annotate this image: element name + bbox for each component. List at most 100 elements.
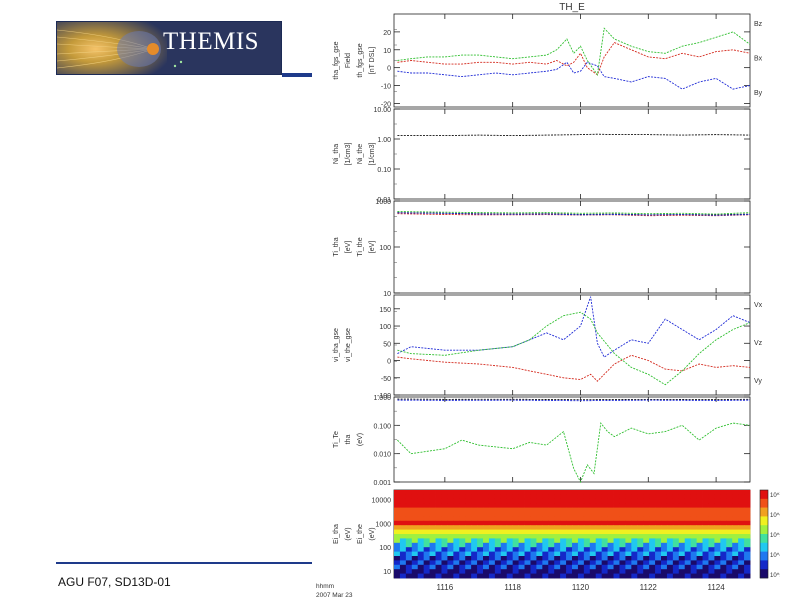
spectrogram-cell xyxy=(518,503,525,508)
spectrogram-cell xyxy=(399,520,407,526)
spectrogram-cell xyxy=(423,529,430,535)
spectrogram-cell xyxy=(583,538,591,544)
spectrogram-cell xyxy=(488,538,496,544)
spectrogram-cell xyxy=(708,560,715,566)
spectrogram-cell xyxy=(666,503,674,508)
spectrogram-cell xyxy=(714,494,721,500)
spectrogram-cell xyxy=(672,551,680,557)
spectrogram-cell xyxy=(625,525,632,530)
spectrogram-cell xyxy=(566,542,573,548)
spectrogram-cell xyxy=(589,573,597,579)
spectrogram-cell xyxy=(488,560,496,566)
spectrogram-cell xyxy=(524,520,531,526)
spectrogram-cell xyxy=(696,494,703,500)
spectrogram-cell xyxy=(696,507,703,513)
spectrogram-cell xyxy=(566,520,573,526)
spectrogram-cell xyxy=(732,490,739,495)
spectrogram-cell xyxy=(405,498,413,504)
spectrogram-cell xyxy=(601,534,608,539)
spectrogram-cell xyxy=(714,516,721,522)
spectrogram-cell xyxy=(625,538,632,544)
spectrogram-cell xyxy=(548,564,555,570)
spectrogram-cell xyxy=(453,498,460,504)
spectrogram-cell xyxy=(411,547,419,552)
spectrogram-cell xyxy=(435,538,442,544)
colorbar-segment xyxy=(760,560,768,570)
spectrogram-cell xyxy=(744,503,751,508)
spectrogram-cell xyxy=(607,534,614,539)
spectrogram-cell xyxy=(524,516,531,522)
spectrogram-cell xyxy=(572,547,579,552)
spectrogram-cell xyxy=(589,498,597,504)
spectrogram-cell xyxy=(429,516,436,522)
spectrogram-cell xyxy=(738,542,745,548)
spectrogram-cell xyxy=(423,551,430,557)
series-line-beta xyxy=(397,398,751,401)
spectrogram-cell xyxy=(560,503,567,508)
spectrogram-cell xyxy=(494,560,502,566)
spectrogram-cell xyxy=(488,529,496,535)
spectrogram-cell xyxy=(702,560,709,566)
spectrogram-cell xyxy=(542,534,549,539)
spectrogram-cell xyxy=(649,503,656,508)
chart-title: TH_E xyxy=(559,2,585,13)
spectrogram-cell xyxy=(666,573,674,579)
spectrogram-cell xyxy=(655,538,662,544)
spectrogram-cell xyxy=(530,520,537,526)
spectrogram-cell xyxy=(548,520,555,526)
colorbar-segment xyxy=(760,569,768,579)
colorbar-tick-label: 10^7 xyxy=(770,493,780,499)
spectrogram-cell xyxy=(506,573,514,579)
spectrogram-cell xyxy=(465,529,472,535)
spectrogram-cell xyxy=(483,573,490,579)
spectrogram-cell xyxy=(684,507,692,513)
spectrogram-cell xyxy=(684,534,692,539)
colorbar-segment xyxy=(760,498,768,508)
series-line-beta xyxy=(397,421,751,484)
x-tick-label: 1118 xyxy=(504,583,521,592)
spectrogram-cell xyxy=(744,542,751,548)
spectrogram-cell xyxy=(714,564,721,570)
spectrogram-cell xyxy=(411,560,419,566)
spectrogram-cell xyxy=(536,490,543,495)
spectrogram-cell xyxy=(447,490,454,495)
spectrogram-cell xyxy=(625,551,632,557)
spectrogram-cell xyxy=(655,542,662,548)
spectrogram-cell xyxy=(726,503,733,508)
spectrogram-cell xyxy=(655,520,662,526)
spectrogram-cell xyxy=(714,556,721,561)
spectrogram-cell xyxy=(411,529,419,535)
spectrogram-cell xyxy=(631,569,638,574)
spectrogram-cell xyxy=(554,534,561,539)
spectrogram-cell xyxy=(554,573,561,579)
spectrogram-cell xyxy=(411,564,419,570)
spectrogram-cell xyxy=(595,498,603,504)
spectrogram-cell xyxy=(488,498,496,504)
spectrogram-cell xyxy=(684,560,692,566)
spectrogram-cell xyxy=(494,569,502,574)
spectrogram-cell xyxy=(512,573,519,579)
spectrogram-cell xyxy=(619,564,626,570)
spectrogram-cell xyxy=(738,507,745,513)
spectrogram-cell xyxy=(738,560,745,566)
spectrogram-cell xyxy=(619,529,626,535)
spectrogram-cell xyxy=(429,503,436,508)
spectrogram-cell xyxy=(601,490,608,495)
magnetosphere-graphic xyxy=(57,22,281,74)
spectrogram-cell xyxy=(536,569,543,574)
spectrogram-cell xyxy=(399,525,407,530)
spectrogram-cell xyxy=(643,538,650,544)
spectrogram-cell xyxy=(637,547,644,552)
panel-frame-density xyxy=(393,108,751,200)
x-tick-label: 1122 xyxy=(640,583,658,592)
spectrogram-cell xyxy=(518,525,525,530)
spectrogram-cell xyxy=(512,516,519,522)
spectrogram-cell xyxy=(542,512,549,517)
spectrogram-cell xyxy=(465,534,472,539)
logo-title: THEMIS xyxy=(163,28,260,55)
spectrogram-cell xyxy=(732,498,739,504)
spectrogram-cell xyxy=(708,534,715,539)
spectrogram-cell xyxy=(465,560,472,566)
spectrogram-cell xyxy=(536,534,543,539)
spectrogram-cell xyxy=(595,560,603,566)
